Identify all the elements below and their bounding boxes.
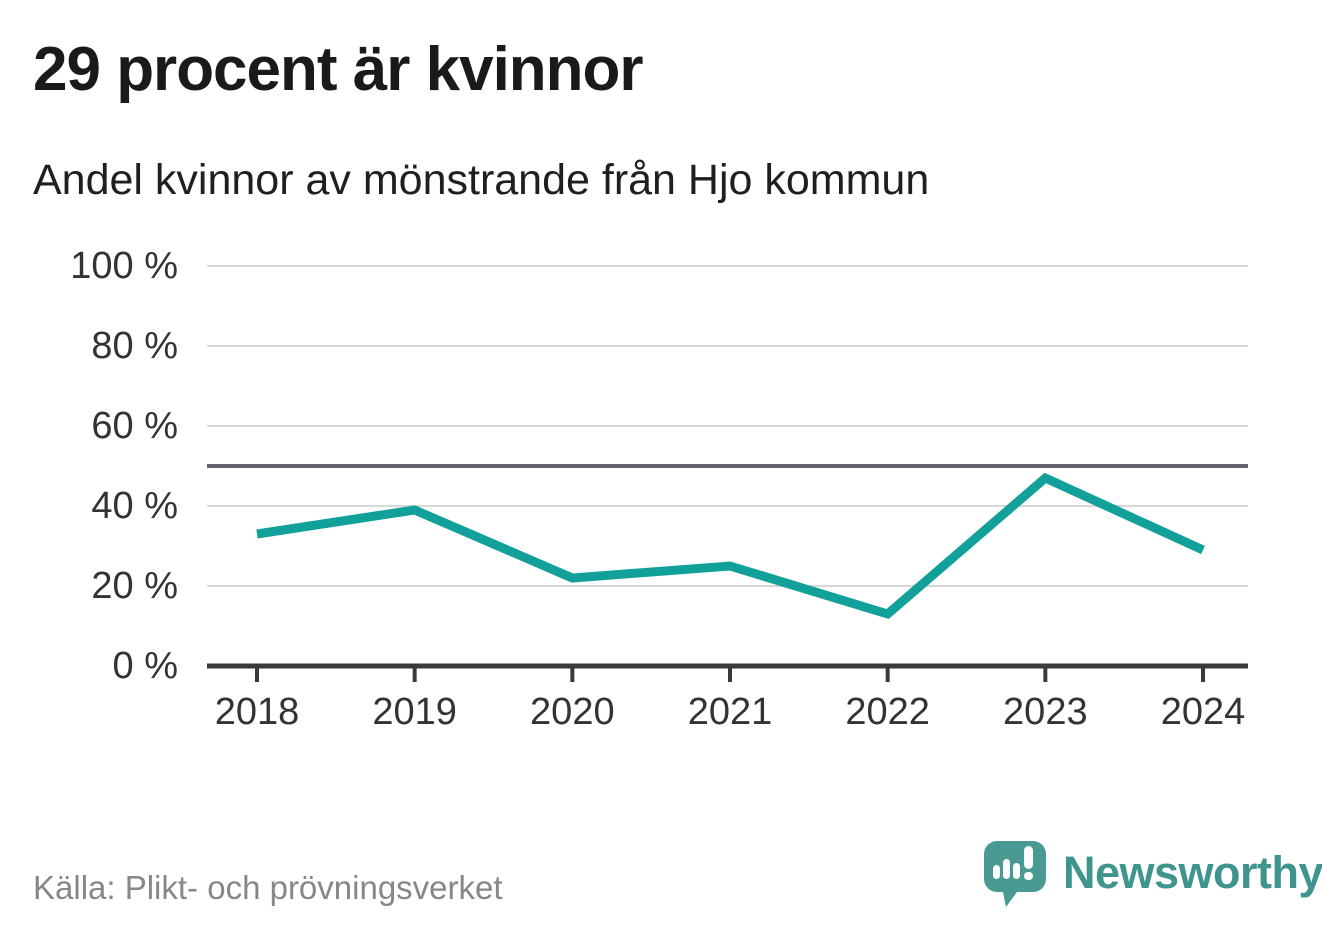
newsworthy-speech-bubble-chart-icon: [984, 841, 1046, 907]
newsworthy-brand: Newsworthy: [983, 840, 1322, 908]
y-axis-label-20: 20 %: [91, 565, 178, 607]
y-axis-label-40: 40 %: [91, 485, 178, 527]
y-axis-label-100: 100 %: [70, 245, 178, 287]
logo-exclamation-dot: [1024, 872, 1033, 880]
y-axis-label-60: 60 %: [91, 405, 178, 447]
x-axis-label-2018: 2018: [215, 691, 300, 733]
y-axis-label-80: 80 %: [91, 325, 178, 367]
source-note: Källa: Plikt- och prövningsverket: [33, 869, 503, 906]
logo-bar-2: [1003, 859, 1010, 879]
x-axis-label-2020: 2020: [530, 691, 615, 733]
logo-bar-1: [993, 865, 1000, 879]
logo-exclamation-bar: [1024, 846, 1033, 869]
brand-name: Newsworthy: [1063, 847, 1322, 898]
x-axis-label-2024: 2024: [1161, 691, 1246, 733]
chart-subtitle: Andel kvinnor av mönstrande från Hjo kom…: [33, 156, 930, 204]
y-axis-label-0: 0 %: [113, 645, 178, 687]
x-axis-label-2019: 2019: [372, 691, 457, 733]
x-axis-label-2023: 2023: [1003, 691, 1088, 733]
logo-bar-3: [1013, 863, 1020, 879]
x-axis-label-2022: 2022: [845, 691, 930, 733]
x-axis-label-2021: 2021: [688, 691, 773, 733]
page-title: 29 procent är kvinnor: [33, 35, 644, 104]
data-line-andel-kvinnor: [256, 472, 1205, 620]
